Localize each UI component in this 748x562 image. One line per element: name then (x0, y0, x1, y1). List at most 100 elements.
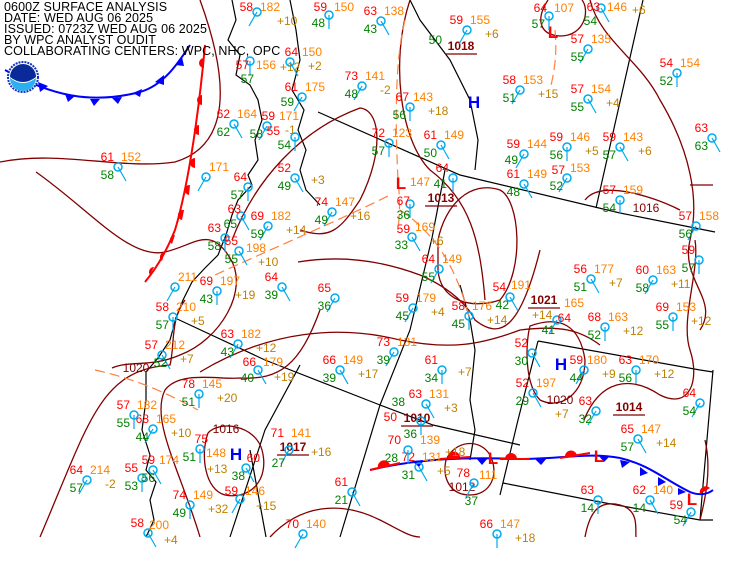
station-pressure: 154 (680, 56, 700, 70)
station-circle-icon (586, 274, 596, 284)
station-temperature: 58 (452, 299, 466, 313)
station-pressure: 176 (472, 299, 492, 313)
station-circle-icon (262, 121, 272, 131)
station-pressure-tendency: +12 (654, 367, 675, 381)
station-dewpoint: 55 (571, 100, 585, 114)
wind-barb-icon (161, 354, 171, 370)
station-plot: 171 (197, 160, 229, 192)
station-pressure: 210 (176, 300, 196, 314)
wind-barb-icon (558, 177, 568, 193)
station-plot: 57 158 56 (679, 209, 720, 241)
station-pressure-tendency: +18 (428, 104, 449, 118)
station-plot: 60 163 58 +11 (636, 263, 691, 295)
station-circle-icon (645, 495, 655, 505)
station-pressure: 143 (413, 90, 433, 104)
station-pressure-tendency: +6 (638, 144, 652, 158)
isobar (39, 299, 186, 538)
station-plot: 59 150 48 (312, 0, 355, 30)
station-dewpoint: 33 (395, 238, 409, 252)
station-dewpoint: 57 (682, 261, 696, 275)
station-pressure-tendency: +32 (208, 502, 229, 516)
station-pressure: 153 (570, 161, 590, 175)
station-temperature: 60 (247, 451, 261, 465)
station-dewpoint: 54 (603, 201, 617, 215)
station-pressure: 174 (159, 453, 179, 467)
isobar-value-label: 1020 (547, 393, 574, 407)
low-pressure-center: L (687, 490, 697, 509)
station-temperature: 52 (516, 376, 530, 390)
isobar (398, 0, 486, 301)
central-pressure-value: 1014 (616, 400, 643, 414)
wind-barb-icon (117, 166, 127, 182)
station-pressure: 140 (306, 517, 326, 531)
station-dewpoint: 62 (217, 125, 231, 139)
wind-barb-icon (548, 319, 558, 335)
wind-barb-icon (411, 236, 421, 252)
station-temperature: 55 (125, 461, 139, 475)
station-pressure-tendency: +19 (235, 288, 256, 302)
station-plot: 68 163 52 +12 (588, 310, 644, 342)
central-pressure-label: 1021 (528, 293, 560, 309)
station-plot: 59 171 58 -1 (250, 109, 300, 141)
station-temperature: 68 (588, 310, 602, 324)
isobar-value-label: 1016 (213, 422, 240, 436)
isobar (199, 327, 601, 373)
station-pressure: 141 (365, 69, 385, 83)
station-pressure-tendency: +17 (358, 367, 379, 381)
wind-barb-icon (637, 438, 647, 454)
station-temperature: 59 (262, 109, 276, 123)
isobar-value-label: 1020 (123, 361, 150, 375)
station-circle-icon (421, 399, 431, 409)
station-temperature: 59 (507, 137, 521, 151)
station-pressure: 182 (241, 327, 261, 341)
station-dewpoint: 58 (101, 168, 115, 182)
station-dewpoint: 58 (208, 239, 222, 253)
station-temperature: 74 (315, 195, 329, 209)
high-pressure-center: H (230, 445, 242, 464)
station-dewpoint: 56 (393, 108, 407, 122)
central-pressure-value: 1013 (428, 191, 455, 205)
wind-barb-icon (144, 428, 154, 444)
collaborating-centers: COLLABORATING CENTERS: WPC, NHC, OPC (4, 44, 281, 58)
wind-barb-icon (430, 268, 440, 284)
station-pressure-tendency: -1 (285, 123, 296, 137)
station-dewpoint: 48 (507, 185, 521, 199)
station-temperature: 64 (558, 311, 572, 325)
station-dewpoint: 58 (250, 127, 264, 141)
station-temperature: 52 (515, 336, 529, 350)
station-pressure-tendency: +12 (623, 324, 644, 338)
station-temperature: 78 (457, 466, 471, 480)
station-temperature: 63 (587, 0, 601, 14)
low-pressure-center: L (594, 447, 604, 466)
station-dewpoint: 41 (542, 323, 556, 337)
station-dewpoint: 42 (496, 298, 510, 312)
station-temperature: 56 (574, 262, 588, 276)
station-temperature: 61 (285, 80, 299, 94)
station-dewpoint: 34 (425, 371, 439, 385)
station-pressure: 131 (422, 450, 442, 464)
wind-barb-icon (353, 85, 363, 101)
pressure-centers: H H H L L L L L (230, 23, 697, 509)
station-plot: 57 182 55 (117, 398, 158, 430)
station-plot: 66 149 39 +17 (323, 353, 379, 385)
station-pressure-tendency: +16 (311, 445, 332, 459)
station-plot: 64 149 55 (422, 252, 463, 284)
station-pressure-tendency: +5 (191, 314, 205, 328)
coastline (141, 0, 263, 538)
station-dewpoint: 65 (224, 217, 238, 231)
station-pressure-tendency: +19 (274, 370, 295, 384)
station-dewpoint: 58 (636, 281, 650, 295)
station-pressure-tendency: +4 (164, 533, 178, 547)
station-plot: 55 198 55 +10 (225, 234, 279, 269)
station-plot: 59 146+15 (225, 484, 277, 514)
station-circle-icon (170, 282, 180, 292)
station-dewpoint: 43 (200, 292, 214, 306)
wind-barb-icon (259, 225, 269, 241)
station-plot: 57 159 54 (603, 183, 644, 215)
